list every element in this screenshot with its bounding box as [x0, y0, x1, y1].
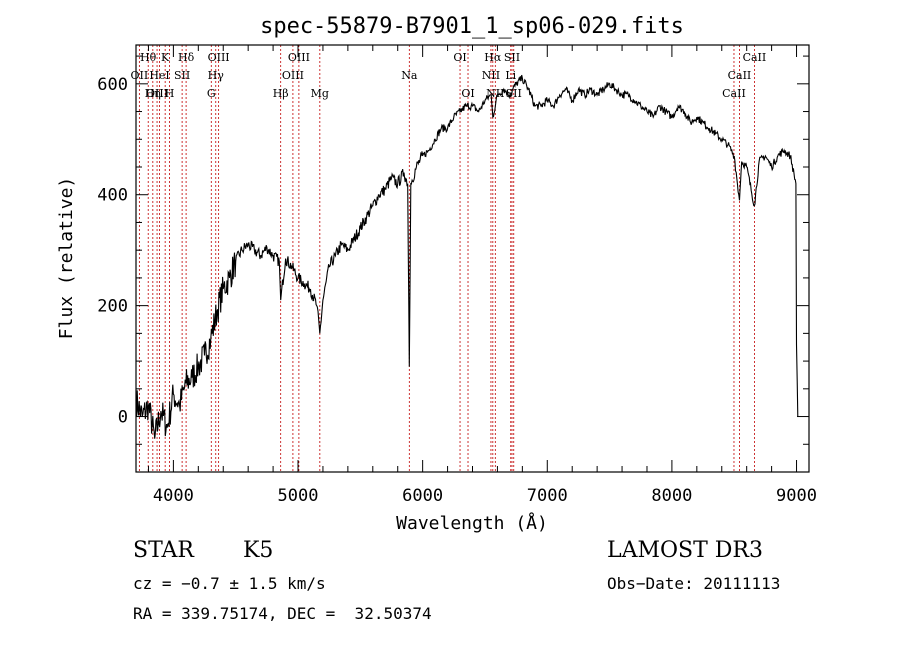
line-label-1: OII	[131, 69, 149, 82]
y-axis-label: Flux (relative)	[56, 177, 77, 340]
line-label-17: OI	[453, 51, 466, 64]
plot-frame	[135, 44, 810, 473]
spectral-subclass: K5	[243, 538, 274, 563]
chart-title: spec-55879-B7901_1_sp06-029.fits	[260, 14, 684, 39]
line-label-22: SII	[504, 51, 520, 64]
line-label-19: Hα	[484, 51, 502, 64]
y-tick-label-600: 600	[97, 75, 128, 95]
object-class: STAR	[133, 538, 194, 563]
line-label-14: OIII	[282, 69, 304, 82]
line-label-25: CaII	[743, 51, 767, 64]
y-tick-label-400: 400	[97, 186, 128, 206]
sky-coordinates: RA = 339.75174, DEC = 32.50374	[133, 604, 432, 623]
line-label-0: Hθ	[140, 51, 157, 64]
spectral-line-markers	[138, 45, 755, 472]
line-label-2: OIII	[146, 87, 168, 100]
observation-date: Obs−Date: 20111113	[607, 574, 781, 593]
line-label-4: H	[165, 87, 175, 100]
axis-ticks	[136, 45, 809, 473]
spectral-line-labels: Hθ OII OIII K H HeI Hη Hδ SII OIII Hγ G Hβ OIII OIII Mg…	[131, 51, 767, 100]
line-label-3: K	[161, 51, 170, 64]
line-label-13: OIII	[288, 51, 310, 64]
x-tick-label-5000: 5000	[278, 486, 319, 506]
line-label-18: OI	[461, 87, 474, 100]
line-label-11: G	[207, 87, 216, 100]
line-label-26: CaII	[728, 69, 752, 82]
x-axis-label: Wavelength (Å)	[396, 512, 548, 534]
line-label-7: Hδ	[178, 51, 195, 64]
line-label-21: NII	[486, 87, 504, 100]
survey-label: LAMOST DR3	[607, 538, 763, 563]
line-label-12: Hβ	[273, 87, 289, 100]
line-label-27: CaII	[722, 87, 746, 100]
x-tick-label-9000: 9000	[776, 486, 817, 506]
line-label-15: Mg	[311, 87, 329, 100]
y-tick-label-0: 0	[118, 408, 128, 428]
line-label-23: Li	[505, 69, 516, 82]
x-tick-label-4000: 4000	[153, 486, 194, 506]
line-label-10: Hγ	[208, 69, 225, 82]
line-label-8: SII	[174, 69, 190, 82]
line-label-5: HeI	[149, 69, 169, 82]
line-label-20: NII	[482, 69, 500, 82]
tick-labels: 4000 5000 6000 7000 8000 9000 0 200 400 600	[97, 75, 817, 506]
x-tick-label-8000: 8000	[651, 486, 692, 506]
redshift-velocity: cz = −0.7 ± 1.5 km/s	[133, 574, 326, 593]
spectrum-series-line	[135, 74, 799, 439]
line-label-6: Hη	[145, 87, 161, 100]
y-tick-label-200: 200	[97, 297, 128, 317]
line-label-16: Na	[401, 69, 418, 82]
line-label-9: OIII	[208, 51, 230, 64]
x-tick-label-7000: 7000	[527, 486, 568, 506]
x-tick-label-6000: 6000	[402, 486, 443, 506]
